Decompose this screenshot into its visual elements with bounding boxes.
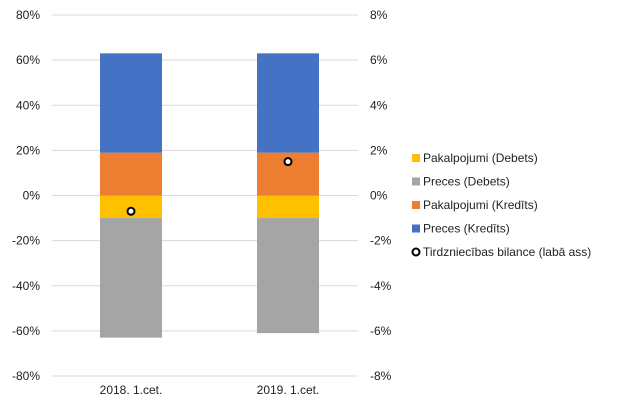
right-tick-label: 4% — [370, 98, 388, 112]
left-tick-label: -80% — [12, 369, 40, 383]
left-axis-ticks: 80% 60% 40% 20% 0% -20% -40% -60% -80% — [12, 8, 40, 383]
left-tick-label: 40% — [16, 98, 40, 112]
right-tick-label: -4% — [370, 279, 392, 293]
legend-marker — [411, 247, 421, 257]
legend-swatch — [412, 201, 420, 209]
legend-swatch — [412, 224, 420, 233]
bar-segment — [100, 218, 162, 338]
bar-segment — [257, 53, 319, 153]
left-tick-label: -60% — [12, 324, 40, 338]
right-tick-label: 8% — [370, 8, 388, 22]
right-tick-label: -8% — [370, 369, 392, 383]
left-tick-label: 60% — [16, 53, 40, 67]
legend-swatch — [412, 154, 420, 162]
legend-label: Tirdzniecības bilance (labā ass) — [423, 245, 591, 259]
legend-label: Preces (Debets) — [423, 175, 510, 189]
legend-label: Pakalpojumi (Kredīts) — [423, 198, 538, 212]
left-tick-label: 20% — [16, 143, 40, 157]
legend-label: Preces (Kredīts) — [423, 222, 510, 236]
left-tick-label: 80% — [16, 8, 40, 22]
right-tick-label: 6% — [370, 53, 388, 67]
right-tick-label: 0% — [370, 189, 388, 203]
category-label: 2018. 1.cet. — [100, 383, 163, 397]
left-tick-label: -20% — [12, 234, 40, 248]
bars — [100, 53, 319, 338]
right-tick-label: -2% — [370, 234, 392, 248]
balance-points — [126, 157, 293, 216]
category-labels: 2018. 1.cet. 2019. 1.cet. — [100, 383, 320, 397]
right-tick-label: -6% — [370, 324, 392, 338]
bar-segment — [100, 195, 162, 219]
balance-point — [126, 206, 136, 216]
legend-label: Pakalpojumi (Debets) — [423, 151, 538, 165]
left-tick-label: 0% — [23, 189, 41, 203]
legend: Pakalpojumi (Debets) Preces (Debets) Pakal… — [411, 151, 591, 259]
right-axis-ticks: 8% 6% 4% 2% 0% -2% -4% -6% -8% — [370, 8, 392, 383]
bar-segment — [100, 152, 162, 196]
category-label: 2019. 1.cet. — [257, 383, 320, 397]
right-tick-label: 2% — [370, 143, 388, 157]
bar-segment — [100, 53, 162, 153]
bar-segment — [257, 218, 319, 334]
legend-swatch — [412, 177, 420, 186]
bar-segment — [257, 195, 319, 219]
left-tick-label: -40% — [12, 279, 40, 293]
balance-point — [283, 157, 293, 167]
